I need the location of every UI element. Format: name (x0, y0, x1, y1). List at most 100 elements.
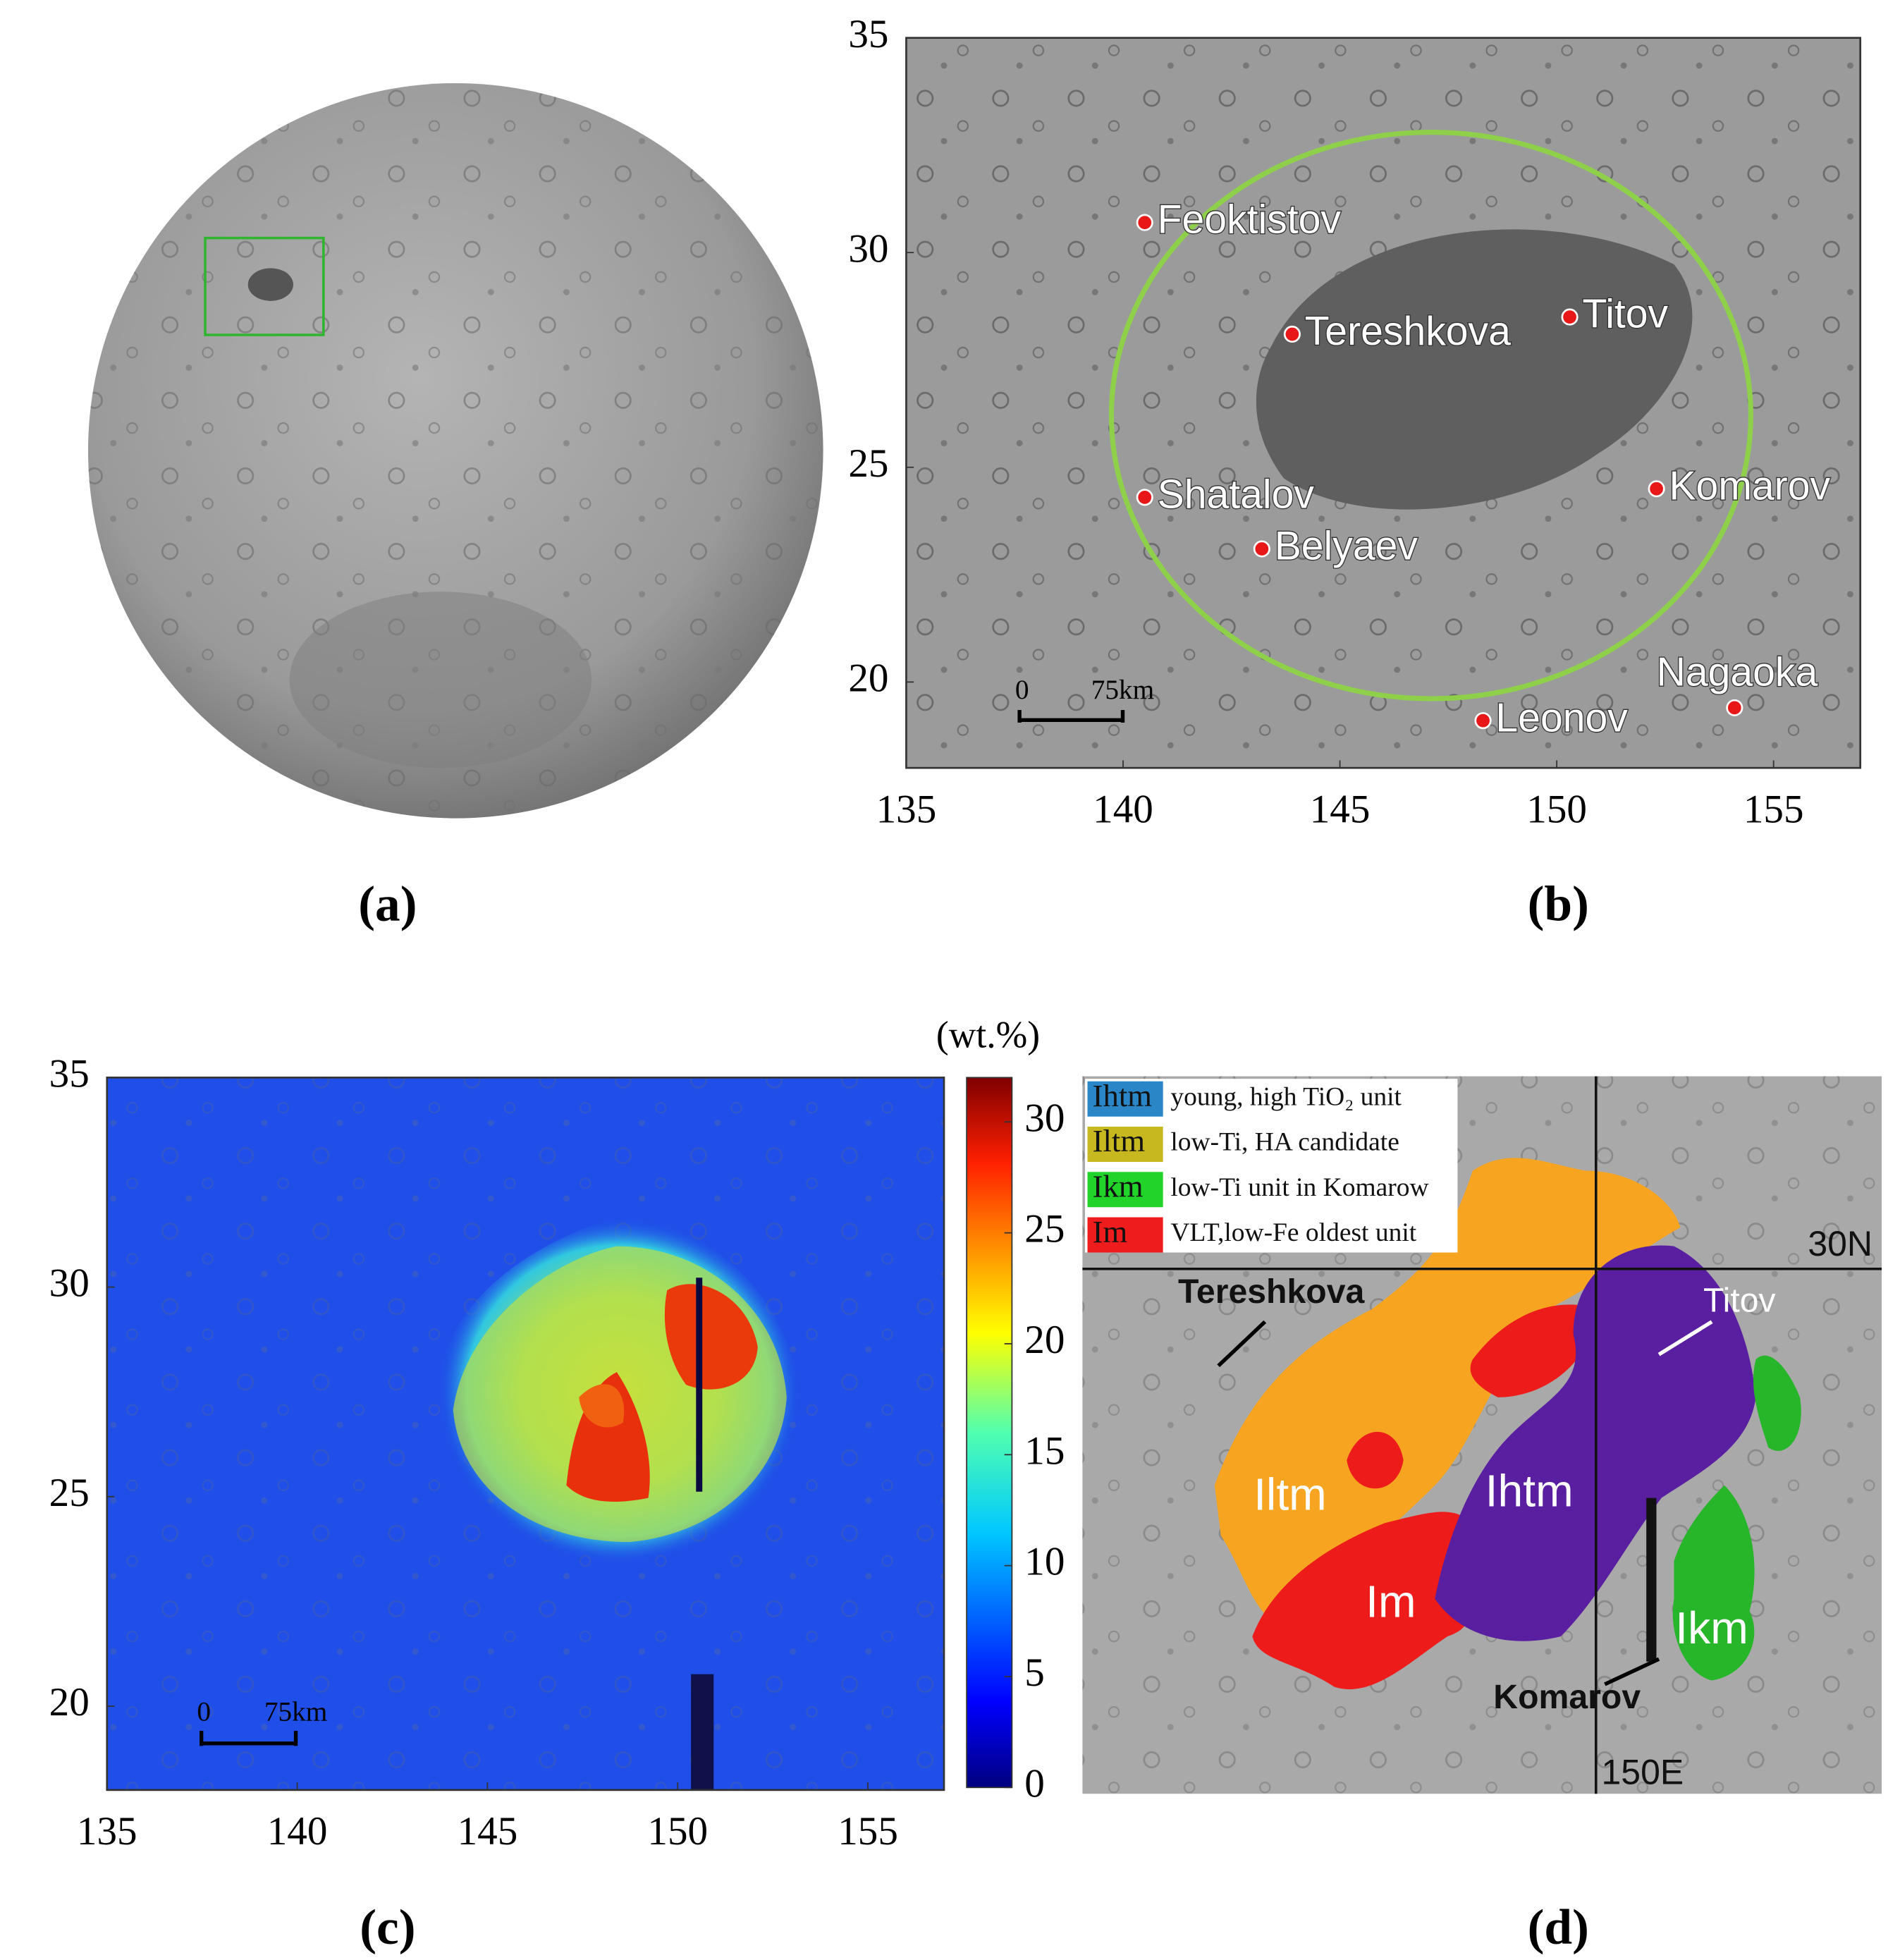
panel-label: (b) (1528, 876, 1589, 932)
panel-c: 0 75km (wt.%) (106, 1013, 1040, 1791)
y-tick-label: 30 (848, 226, 888, 271)
panel-labels: (a) (b) (c) (d) (358, 876, 1589, 1955)
x-tick-label: 150 (1526, 788, 1587, 832)
place-marker (1136, 489, 1153, 506)
inset-box (204, 236, 325, 336)
colorbar-tick-label: 5 (1024, 1650, 1045, 1695)
unit-region (1252, 1304, 1599, 1690)
place-name: Komarov (1669, 463, 1830, 508)
legend-description: low-Ti unit in Komarow (1170, 1173, 1428, 1202)
colorbar-tick-label: 10 (1024, 1540, 1065, 1584)
unit-label: Iltm (1253, 1469, 1327, 1520)
panel-label: (c) (360, 1899, 415, 1955)
colorbar-title: (wt.%) (936, 1013, 1040, 1055)
place-name: Feoktistov (1158, 197, 1342, 243)
unit-region (1672, 1355, 1801, 1681)
legend-code: Im (1093, 1214, 1128, 1249)
legend-description: VLT,low-Fe oldest unit (1170, 1218, 1416, 1247)
colorbar (966, 1077, 1013, 1789)
annotation: Tereshkova (1178, 1273, 1365, 1311)
x-tick-label: 155 (1743, 788, 1804, 832)
unit-region (1214, 1158, 1681, 1626)
y-tick-label: 25 (49, 1471, 90, 1515)
x-tick-label: 145 (1310, 788, 1371, 832)
legend-description: young, high TiO₂ unit (1170, 1082, 1402, 1111)
tio2-peak (579, 1384, 625, 1428)
y-tick-label: 35 (848, 12, 888, 56)
legend-swatch (1087, 1081, 1163, 1117)
panel-label: (d) (1528, 1899, 1589, 1955)
arrow (1657, 1320, 1713, 1356)
legend-swatch (1087, 1126, 1163, 1162)
legend-swatch (1087, 1217, 1163, 1253)
colorbar-tick-label: 0 (1024, 1761, 1045, 1806)
data-gap (696, 1278, 703, 1492)
place-marker (1283, 325, 1301, 343)
mare (1256, 229, 1693, 510)
panel-d: Ihtm young, high TiO₂ unit Iltm low-Ti, HA … (1082, 1076, 1882, 1794)
legend-code: Ikm (1093, 1169, 1144, 1204)
panel-label: (a) (358, 876, 417, 932)
tio2-peak (664, 1284, 758, 1390)
unit-labels: Iltm Ihtm Im Ikm Tereshkova Titov Komarov 30N 15… (1178, 1224, 1872, 1792)
colorbar-tick-label: 15 (1024, 1428, 1065, 1473)
colorbar-tick-label: 25 (1024, 1207, 1065, 1251)
unit-label: Ikm (1675, 1603, 1748, 1653)
place-marker (1253, 540, 1270, 558)
place-marker (1474, 712, 1492, 730)
legend: Ihtm young, high TiO₂ unit Iltm low-Ti, HA … (1087, 1078, 1429, 1253)
place-name: Tereshkova (1305, 309, 1511, 354)
arrow (1604, 1657, 1660, 1686)
scale-length: 75km (264, 1697, 327, 1727)
y-tick-label: 20 (848, 656, 888, 700)
panel-b: 0 75km Feoktistov Tereshkova Titov Shatalov… (905, 37, 1862, 769)
scale-start: 0 (1015, 675, 1029, 705)
y-tick-label: 25 (848, 441, 888, 486)
x-tick-label: 135 (876, 788, 937, 832)
place-name: Nagaoka (1657, 650, 1818, 695)
panel-a (87, 82, 823, 819)
legend-code: Iltm (1093, 1123, 1146, 1158)
colorbar-tick-label: 20 (1024, 1318, 1065, 1362)
legend-swatch (1087, 1172, 1163, 1208)
y-tick-label: 20 (49, 1680, 90, 1725)
x-tick-label: 155 (838, 1809, 898, 1854)
x-tick-label: 145 (458, 1809, 518, 1854)
colorbar-tick-label: 30 (1024, 1096, 1065, 1140)
place-name: Titov (1582, 292, 1668, 337)
basin-ring (1108, 130, 1753, 702)
x-tick-label: 140 (1093, 788, 1153, 832)
arrow (1217, 1320, 1267, 1368)
scale-start: 0 (197, 1697, 211, 1727)
place-name: Leonov (1495, 695, 1628, 740)
frame-c (106, 1077, 945, 1791)
place-marker (1648, 480, 1665, 498)
places: Feoktistov Tereshkova Titov Shatalov Belyaev… (1136, 196, 1832, 742)
x-tick-label: 140 (267, 1809, 328, 1854)
frame-b (905, 37, 1862, 769)
data-gap (1646, 1497, 1657, 1662)
legend-code: Ihtm (1093, 1078, 1153, 1113)
grid-label: 30N (1808, 1224, 1872, 1263)
scale-length: 75km (1091, 675, 1154, 705)
moscoviense (247, 268, 293, 301)
moon-craters (87, 82, 823, 819)
y-tick-label: 30 (49, 1261, 90, 1306)
place-marker (1726, 699, 1743, 716)
place-name: Belyaev (1275, 524, 1418, 569)
legend-description: low-Ti, HA candidate (1170, 1128, 1399, 1157)
y-tick-label: 35 (49, 1051, 90, 1096)
x-tick-label: 150 (647, 1809, 708, 1854)
basin (289, 592, 592, 768)
unit-label: Ihtm (1485, 1465, 1574, 1516)
annotation: Komarov (1493, 1678, 1641, 1716)
place-marker (1561, 308, 1579, 326)
place-marker (1136, 214, 1153, 231)
unit-label: Im (1366, 1576, 1416, 1627)
data-gap (691, 1674, 714, 1790)
x-tick-label: 135 (77, 1809, 137, 1854)
annotation: Titov (1703, 1282, 1776, 1320)
